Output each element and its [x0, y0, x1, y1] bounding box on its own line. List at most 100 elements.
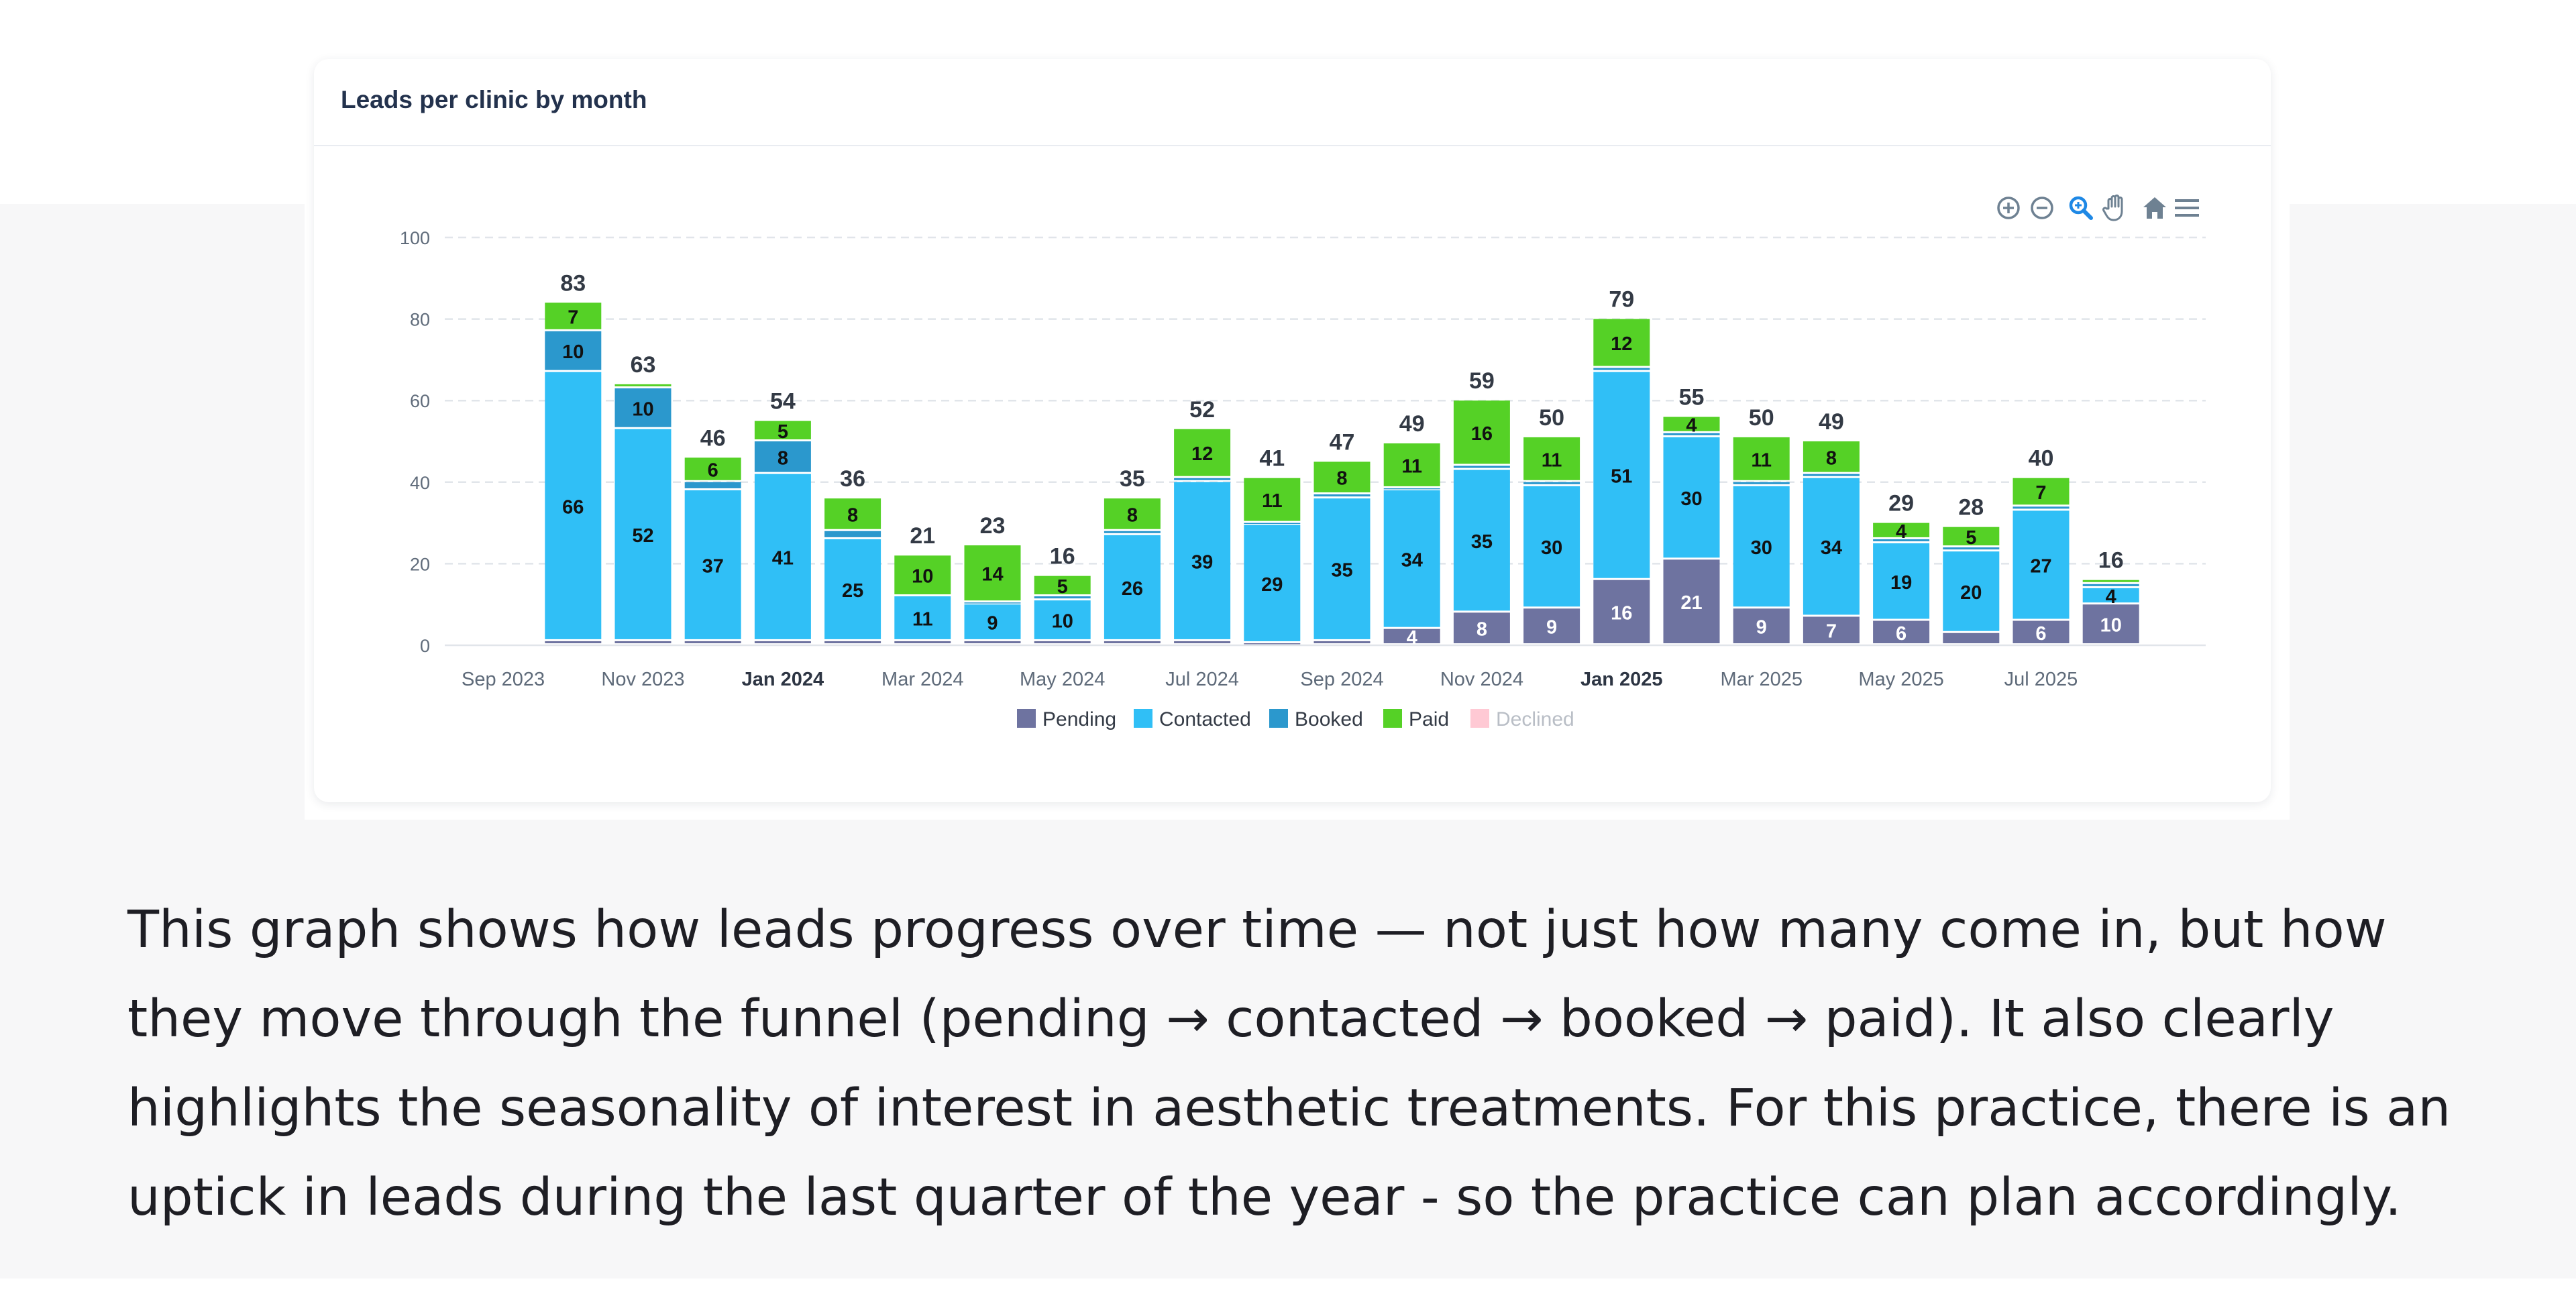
- segment-label: 66: [562, 496, 584, 518]
- total-label: 46: [700, 425, 726, 451]
- bar-segment-contacted: [1244, 525, 1301, 641]
- home-icon[interactable]: [2139, 190, 2171, 225]
- legend-item-pending[interactable]: Pending: [1017, 708, 1116, 730]
- bar-segment-booked: [1313, 494, 1371, 497]
- legend-swatch: [1017, 709, 1036, 728]
- bar-segment-paid: [1803, 441, 1860, 472]
- menu-icon[interactable]: [2171, 190, 2203, 225]
- segment-label: 7: [2035, 482, 2046, 504]
- bar-segment-booked: [1523, 482, 1580, 484]
- legend-label: Contacted: [1159, 708, 1251, 730]
- x-tick-label: Jul 2025: [2004, 669, 2078, 690]
- segment-label: 10: [562, 341, 584, 363]
- bar-segment-pending: [1174, 641, 1231, 643]
- segment-label: 6: [708, 460, 718, 482]
- segment-label: 35: [1471, 531, 1493, 553]
- x-tick-label: May 2024: [1020, 669, 1105, 690]
- legend-item-paid[interactable]: Paid: [1383, 708, 1449, 730]
- bar-stack: 9 30 11 50: [1523, 405, 1580, 643]
- bar-segment-contacted: [684, 490, 741, 639]
- bar-segment-contacted: [1174, 482, 1231, 639]
- bar-segment-contacted: [614, 429, 672, 639]
- bar-segment-paid: [1313, 461, 1371, 493]
- bar-segment-pending: [2082, 604, 2139, 643]
- segment-label: 11: [1401, 455, 1422, 477]
- bar-segment-pending: [894, 641, 951, 643]
- bar-segment-contacted: [894, 596, 951, 639]
- legend-swatch: [1134, 709, 1152, 728]
- bar-stack: 35 8 47: [1313, 429, 1371, 643]
- segment-label: 29: [1261, 574, 1283, 596]
- zoom-in-icon[interactable]: [1992, 190, 2025, 225]
- bar-segment-booked: [2012, 506, 2070, 509]
- zoom-out-icon[interactable]: [2026, 190, 2058, 225]
- bar-segment-contacted: [824, 539, 881, 639]
- bar-segment-paid: [754, 421, 811, 439]
- y-tick-label: 0: [420, 636, 430, 656]
- segment-label: 25: [842, 580, 863, 602]
- bar-segment-booked: [1733, 482, 1790, 484]
- total-label: 41: [1259, 446, 1285, 472]
- bar-segment-paid: [1034, 576, 1091, 595]
- magnify-icon[interactable]: [2065, 190, 2097, 225]
- segment-label: 34: [1821, 537, 1842, 559]
- bar-stack: 25 8 36: [824, 466, 881, 643]
- x-tick-label: Jul 2024: [1165, 669, 1239, 690]
- bar-segment-paid: [684, 457, 741, 480]
- segment-label: 16: [1611, 602, 1632, 624]
- total-label: 40: [2029, 446, 2054, 472]
- leads-chart: 0204060801006610783521063376464185542583…: [400, 228, 2206, 730]
- total-label: 29: [1888, 491, 1914, 516]
- x-tick-label: Sep 2024: [1300, 669, 1383, 690]
- legend-item-contacted[interactable]: Contacted: [1134, 708, 1251, 730]
- total-label: 54: [770, 389, 796, 415]
- bar-segment-contacted: [1104, 535, 1161, 639]
- total-label: 59: [1469, 368, 1495, 394]
- segment-label: 16: [1471, 423, 1493, 445]
- bar-segment-paid: [1453, 400, 1510, 464]
- bar-segment-contacted: [964, 604, 1021, 639]
- segment-label: 7: [568, 307, 578, 329]
- segment-label: 7: [1826, 621, 1837, 643]
- bar-segment-paid: [1733, 437, 1790, 480]
- bar-segment-pending: [1733, 608, 1790, 643]
- bar-segment-contacted: [1803, 478, 1860, 615]
- x-axis: Sep 2023 Nov 2023 Jan 2024 Mar 2024 May 2024…: [462, 669, 2078, 690]
- bar-segment-booked: [1453, 466, 1510, 468]
- bar-segment-pending: [1313, 641, 1371, 643]
- bar-stack: 10 5 16: [1034, 544, 1091, 643]
- total-label: 52: [1189, 397, 1215, 423]
- segment-label: 11: [1751, 449, 1772, 471]
- bar-segment-contacted: [1873, 543, 1930, 619]
- segment-label: 41: [772, 547, 794, 569]
- bar-segment-contacted: [1383, 490, 1440, 627]
- bar-segment-pending: [1943, 633, 2000, 643]
- total-label: 55: [1679, 385, 1705, 411]
- legend-label: Pending: [1042, 708, 1116, 730]
- total-label: 50: [1749, 405, 1774, 431]
- bar-segment-contacted: [1733, 486, 1790, 607]
- segment-label: 11: [1542, 449, 1562, 471]
- total-label: 35: [1120, 466, 1145, 492]
- segment-label: 4: [1896, 521, 1907, 543]
- segment-label: 30: [1541, 537, 1562, 559]
- pan-hand-icon[interactable]: [2100, 190, 2132, 225]
- total-label: 21: [910, 523, 935, 549]
- total-label: 83: [560, 270, 586, 296]
- segment-label: 20: [1960, 582, 1982, 604]
- legend-item-booked[interactable]: Booked: [1269, 708, 1363, 730]
- bar-segment-booked: [614, 388, 672, 427]
- x-tick-label: Nov 2024: [1440, 669, 1523, 690]
- bar-segment-pending: [964, 641, 1021, 643]
- legend-item-declined[interactable]: Declined: [1470, 708, 1574, 730]
- total-label: 16: [2098, 548, 2124, 573]
- segment-label: 51: [1611, 466, 1632, 488]
- bar-segment-contacted: [545, 372, 602, 639]
- segment-label: 11: [1262, 490, 1283, 512]
- segment-label: 9: [987, 613, 998, 635]
- x-tick-label: Mar 2024: [881, 669, 964, 690]
- segment-label: 5: [777, 421, 788, 443]
- bar-segment-booked: [1663, 433, 1720, 435]
- bar-segment-pending: [1873, 620, 1930, 643]
- segment-label: 6: [1896, 623, 1907, 645]
